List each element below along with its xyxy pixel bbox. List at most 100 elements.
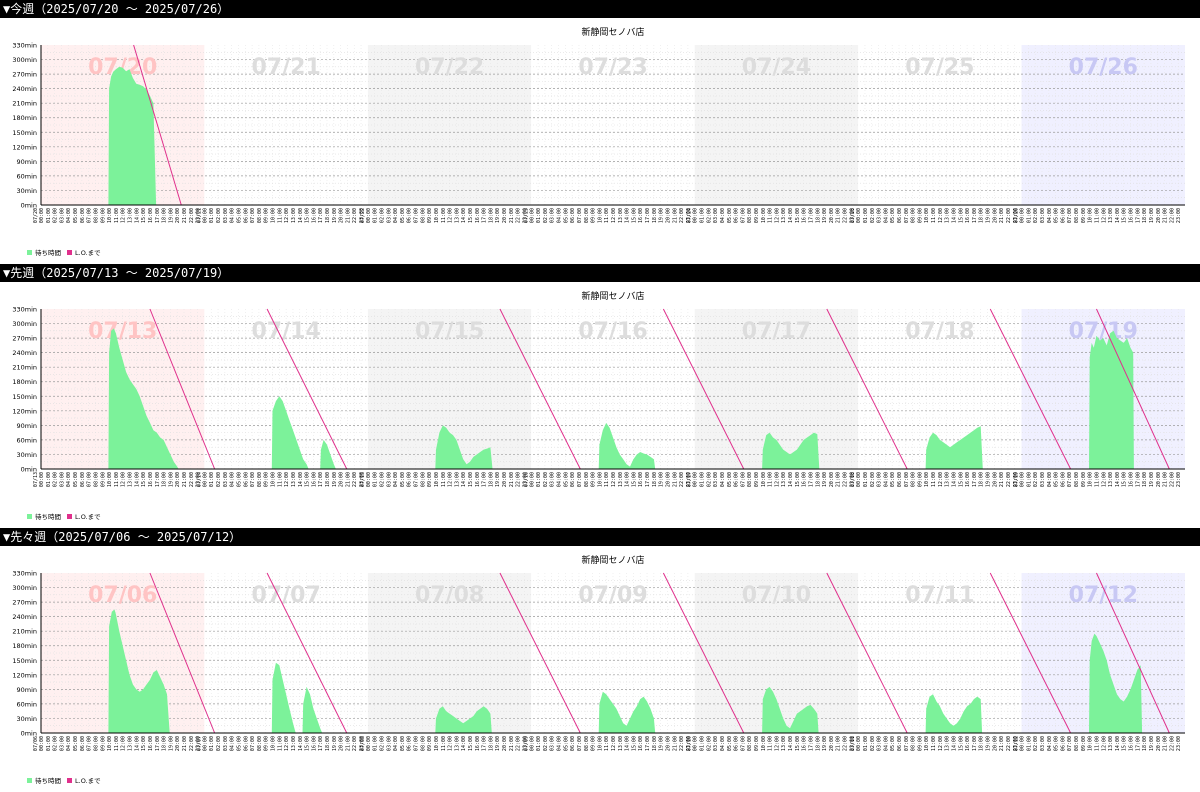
x-tick-label: 16:00 bbox=[965, 736, 971, 751]
x-tick-label: 03:00 bbox=[386, 736, 392, 751]
x-tick-label: 19:00 bbox=[822, 472, 828, 487]
x-tick-label: 22:00 bbox=[843, 208, 849, 223]
x-tick-label: 15:00 bbox=[305, 208, 311, 223]
x-tick-label: 17:00 bbox=[155, 208, 161, 223]
x-tick-label: 03:00 bbox=[550, 736, 556, 751]
x-tick-label: 02:00 bbox=[216, 472, 222, 487]
x-tick-label: 20:00 bbox=[175, 208, 181, 223]
x-tick-label: 17:00 bbox=[808, 208, 814, 223]
x-tick-label: 07:00 bbox=[740, 736, 746, 751]
x-tick-label: 12:00 bbox=[121, 472, 127, 487]
x-tick-label: 18:00 bbox=[162, 472, 168, 487]
day-background bbox=[531, 45, 695, 205]
x-tick-label: 07:00 bbox=[87, 208, 93, 223]
x-tick-label: 20:00 bbox=[829, 472, 835, 487]
x-tick-label: 10:00 bbox=[271, 736, 277, 751]
x-tick-label: 04:00 bbox=[720, 472, 726, 487]
x-tick-label: 20:00 bbox=[992, 208, 998, 223]
x-tick-label: 07:00 bbox=[1067, 736, 1073, 751]
x-tick-label: 01:00 bbox=[373, 472, 379, 487]
x-date-label: 07/24 bbox=[687, 208, 693, 223]
x-tick-label: 03:00 bbox=[1040, 472, 1046, 487]
lo-countdown-line bbox=[499, 308, 581, 470]
legend-label-wait: 待ち時間 bbox=[35, 512, 61, 521]
x-tick-label: 03:00 bbox=[223, 736, 229, 751]
x-tick-label: 05:00 bbox=[890, 208, 896, 223]
x-tick-label: 00:00 bbox=[856, 472, 862, 487]
x-tick-label: 01:00 bbox=[373, 736, 379, 751]
x-tick-label: 23:00 bbox=[196, 472, 202, 487]
x-tick-label: 05:00 bbox=[890, 736, 896, 751]
x-tick-label: 16:00 bbox=[638, 208, 644, 223]
x-tick-label: 15:00 bbox=[795, 472, 801, 487]
x-tick-label: 02:00 bbox=[870, 736, 876, 751]
x-tick-label: 08:00 bbox=[257, 208, 263, 223]
x-tick-label: 02:00 bbox=[543, 208, 549, 223]
x-tick-label: 11:00 bbox=[1094, 472, 1100, 487]
x-date-label: 07/09 bbox=[523, 736, 529, 751]
wait-time-chart-last-week: 07/13 07/14 07/15 07/16 07/17 07/18 07/19 新静岡セノ… bbox=[12, 290, 1185, 521]
x-tick-label: 06:00 bbox=[570, 736, 576, 751]
x-tick-label: 09:00 bbox=[1081, 472, 1087, 487]
x-tick-label: 03:00 bbox=[713, 208, 719, 223]
x-tick-label: 14:00 bbox=[951, 736, 957, 751]
y-tick-label: 270min bbox=[12, 335, 37, 343]
y-tick-label: 240min bbox=[12, 85, 37, 93]
x-tick-label: 00:00 bbox=[529, 472, 535, 487]
x-tick-label: 20:00 bbox=[339, 472, 345, 487]
x-tick-label: 12:00 bbox=[121, 208, 127, 223]
x-tick-label: 12:00 bbox=[448, 472, 454, 487]
x-tick-label: 22:00 bbox=[1006, 472, 1012, 487]
x-tick-label: 13:00 bbox=[128, 208, 134, 223]
x-tick-label: 16:00 bbox=[802, 736, 808, 751]
x-tick-label: 12:00 bbox=[774, 736, 780, 751]
x-tick-label: 04:00 bbox=[230, 208, 236, 223]
section-header: ▼先週（2025/07/13 ～ 2025/07/19） bbox=[0, 264, 1200, 282]
x-tick-label: 09:00 bbox=[100, 208, 106, 223]
x-tick-label: 11:00 bbox=[768, 736, 774, 751]
x-tick-label: 21:00 bbox=[182, 472, 188, 487]
x-date-label: 07/12 bbox=[1014, 736, 1020, 751]
x-tick-label: 14:00 bbox=[625, 736, 631, 751]
day-watermark: 07/09 bbox=[578, 583, 647, 608]
legend-label-wait: 待ち時間 bbox=[35, 776, 61, 785]
x-tick-label: 00:00 bbox=[202, 208, 208, 223]
x-tick-label: 19:00 bbox=[332, 736, 338, 751]
x-tick-label: 20:00 bbox=[502, 208, 508, 223]
x-tick-label: 08:00 bbox=[584, 208, 590, 223]
y-tick-label: 120min bbox=[12, 143, 37, 151]
x-tick-label: 19:00 bbox=[986, 208, 992, 223]
x-date-label: 07/11 bbox=[850, 736, 856, 751]
x-tick-label: 06:00 bbox=[897, 736, 903, 751]
y-tick-label: 210min bbox=[12, 364, 37, 372]
x-tick-label: 21:00 bbox=[836, 736, 842, 751]
x-tick-label: 05:00 bbox=[73, 736, 79, 751]
x-tick-label: 07:00 bbox=[577, 208, 583, 223]
x-tick-label: 01:00 bbox=[373, 208, 379, 223]
x-tick-label: 11:00 bbox=[931, 208, 937, 223]
x-tick-label: 13:00 bbox=[1108, 736, 1114, 751]
x-tick-label: 05:00 bbox=[727, 472, 733, 487]
x-tick-label: 15:00 bbox=[795, 208, 801, 223]
x-tick-label: 22:00 bbox=[189, 472, 195, 487]
x-tick-label: 23:00 bbox=[522, 472, 528, 487]
x-tick-label: 04:00 bbox=[230, 736, 236, 751]
x-tick-label: 13:00 bbox=[1108, 208, 1114, 223]
y-tick-label: 180min bbox=[12, 642, 37, 650]
legend-swatch-wait bbox=[27, 778, 32, 783]
x-tick-label: 10:00 bbox=[434, 736, 440, 751]
x-tick-label: 06:00 bbox=[570, 208, 576, 223]
x-tick-label: 02:00 bbox=[706, 208, 712, 223]
x-tick-label: 03:00 bbox=[223, 472, 229, 487]
x-tick-label: 23:00 bbox=[1176, 208, 1182, 223]
x-tick-label: 09:00 bbox=[917, 208, 923, 223]
x-tick-label: 01:00 bbox=[1026, 472, 1032, 487]
x-tick-label: 04:00 bbox=[557, 472, 563, 487]
x-tick-label: 17:00 bbox=[972, 472, 978, 487]
x-tick-label: 10:00 bbox=[924, 208, 930, 223]
x-date-label: 07/07 bbox=[196, 736, 202, 751]
x-tick-label: 02:00 bbox=[870, 472, 876, 487]
x-tick-label: 09:00 bbox=[754, 208, 760, 223]
x-tick-label: 13:00 bbox=[781, 736, 787, 751]
y-tick-label: 0min bbox=[21, 730, 37, 738]
